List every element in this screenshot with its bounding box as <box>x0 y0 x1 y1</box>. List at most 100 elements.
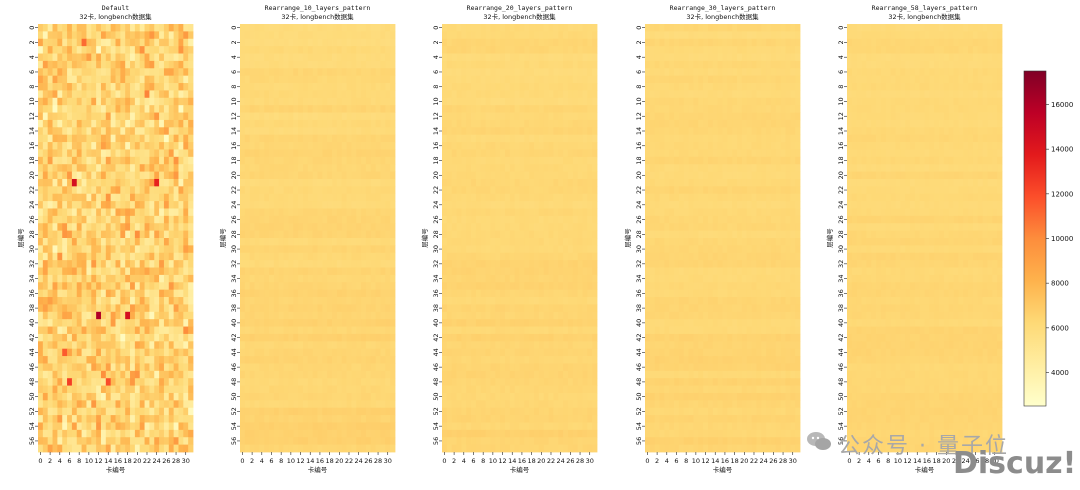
heatmap-cell <box>283 31 289 40</box>
heatmap-cell <box>240 149 246 158</box>
heatmap-cell <box>120 215 126 224</box>
heatmap-cell <box>307 252 314 261</box>
heatmap-cell <box>485 230 491 239</box>
heatmap-cell <box>67 149 73 158</box>
heatmap-cell <box>71 341 78 350</box>
heatmap-cell <box>485 215 491 224</box>
heatmap-cell <box>341 75 347 84</box>
heatmap-cell <box>524 105 530 113</box>
y-tick-label: 54 <box>28 422 36 430</box>
heatmap-cell <box>259 333 265 342</box>
heatmap-cell <box>563 38 569 47</box>
heatmap-cell <box>336 378 343 386</box>
heatmap-cell <box>471 68 477 77</box>
heatmap-cell <box>293 326 299 335</box>
heatmap-cell <box>529 46 535 54</box>
heatmap-cell <box>356 46 362 54</box>
heatmap-cell <box>307 370 314 379</box>
heatmap-cell <box>500 24 506 32</box>
heatmap-cell <box>380 112 386 121</box>
heatmap-cell <box>461 46 467 54</box>
heatmap-cell <box>385 38 391 47</box>
heatmap-cell <box>475 245 482 254</box>
heatmap-cell <box>456 252 462 261</box>
heatmap-cell <box>336 201 343 209</box>
heatmap-cell <box>149 341 155 350</box>
heatmap-cell <box>370 422 377 431</box>
heatmap-cell <box>312 326 318 335</box>
heatmap-cell <box>336 245 343 254</box>
heatmap-cell <box>62 363 68 372</box>
heatmap-cell <box>534 267 540 276</box>
heatmap-cell <box>442 90 448 99</box>
heatmap-cell <box>298 112 304 121</box>
heatmap-cell <box>259 208 265 217</box>
heatmap-cell <box>534 252 540 261</box>
heatmap-cell <box>312 297 318 305</box>
heatmap-cell <box>302 46 309 54</box>
heatmap-cell <box>254 60 260 69</box>
heatmap-cell <box>370 348 377 357</box>
heatmap-cell <box>385 400 391 409</box>
heatmap-cell <box>240 444 246 453</box>
heatmap-cell <box>577 164 583 172</box>
heatmap-cell <box>91 134 97 143</box>
heatmap-cell <box>134 105 141 113</box>
heatmap-cell <box>254 119 260 128</box>
heatmap-cell <box>139 407 145 416</box>
heatmap-cell <box>451 164 457 172</box>
heatmap-cell <box>346 68 352 77</box>
heatmap-cell <box>288 297 294 305</box>
heatmap-cell <box>52 378 58 386</box>
heatmap-cell <box>351 385 357 394</box>
heatmap-cell <box>375 164 381 172</box>
heatmap-cell <box>96 186 102 195</box>
heatmap-cell <box>134 370 141 379</box>
heatmap-cell <box>134 429 141 438</box>
heatmap-cell <box>96 31 102 40</box>
heatmap-cell <box>91 164 97 172</box>
heatmap-cell <box>534 83 540 91</box>
heatmap-cell <box>57 119 63 128</box>
heatmap-cell <box>500 164 506 172</box>
heatmap-cell <box>259 105 265 113</box>
heatmap-cell <box>76 208 82 217</box>
heatmap-cell <box>42 385 49 394</box>
heatmap-cell <box>71 223 78 232</box>
heatmap-cell <box>62 304 68 313</box>
heatmap-cell <box>244 326 251 335</box>
heatmap-cell <box>110 326 116 335</box>
heatmap-cell <box>168 164 175 172</box>
heatmap-cell <box>365 83 372 91</box>
heatmap-cell <box>356 178 362 187</box>
heatmap-cell <box>504 53 511 62</box>
heatmap-cell <box>115 53 121 62</box>
heatmap-cell <box>269 311 275 320</box>
heatmap-cell <box>86 24 92 32</box>
heatmap-cell <box>504 75 511 84</box>
heatmap-cell <box>302 68 309 77</box>
heatmap-cell <box>154 68 160 77</box>
heatmap-cell <box>490 186 496 195</box>
heatmap-cell <box>288 38 294 47</box>
heatmap-cell <box>509 46 516 54</box>
heatmap-cell <box>278 363 284 372</box>
heatmap-cell <box>110 97 116 106</box>
heatmap-cell <box>240 223 246 232</box>
heatmap-cell <box>130 274 136 283</box>
heatmap-cell <box>115 90 121 99</box>
heatmap-cell <box>254 223 260 232</box>
heatmap-cell <box>567 53 574 62</box>
heatmap-cell <box>57 223 63 232</box>
heatmap-cell <box>52 186 58 195</box>
heatmap-cell <box>86 208 92 217</box>
heatmap-cell <box>385 164 391 172</box>
heatmap-cell <box>42 127 49 136</box>
heatmap-cell <box>273 274 280 283</box>
heatmap-cell <box>188 68 194 77</box>
heatmap-cell <box>475 134 482 143</box>
heatmap-cell <box>390 83 396 91</box>
heatmap-cell <box>52 415 58 423</box>
heatmap-cell <box>269 356 275 364</box>
heatmap-cell <box>572 245 579 254</box>
